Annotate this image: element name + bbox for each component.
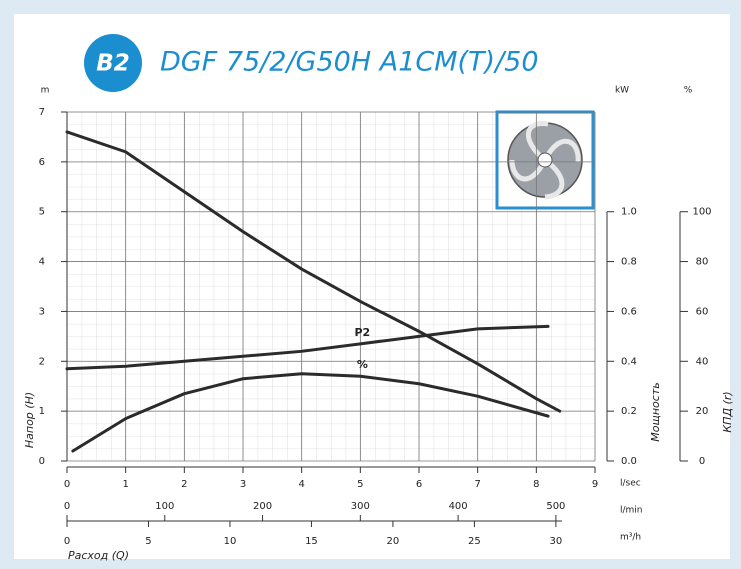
y-tick-label: 4	[39, 257, 45, 268]
x-tick-label: 7	[474, 479, 480, 490]
x3-tick-label: 30	[550, 536, 563, 547]
x-tick-label: 6	[416, 479, 422, 490]
y2-tick-label: 0.6	[621, 306, 637, 317]
x2-tick-label: 500	[546, 501, 565, 512]
x3-unit: m³/h	[620, 533, 641, 543]
x-tick-label: 2	[181, 479, 187, 490]
y3-tick-label: 100	[692, 207, 711, 218]
x2-unit: l/min	[620, 506, 643, 516]
x-tick-label: 8	[533, 479, 539, 490]
y-tick-label: 7	[39, 107, 45, 118]
badge-circle	[84, 34, 142, 92]
y-tick-label: 1	[39, 406, 45, 417]
chart-title: DGF 75/2/G50H A1CM(T)/50	[160, 47, 539, 78]
y2-tick-label: 0.2	[621, 406, 637, 417]
y-tick-label: 3	[39, 306, 45, 317]
y-unit: m	[41, 86, 50, 96]
x-tick-label: 1	[122, 479, 128, 490]
curve-label: %	[357, 358, 368, 371]
x-tick-label: 3	[240, 479, 246, 490]
x3-tick-label: 20	[387, 536, 400, 547]
curve-label: P2	[354, 326, 370, 339]
curve	[65, 130, 562, 413]
y3-tick-label: 40	[696, 356, 709, 367]
impeller-inset	[495, 110, 595, 210]
y2-tick-label: 1.0	[621, 207, 637, 218]
y2-tick-label: 0.8	[621, 257, 637, 268]
y-tick-label: 5	[39, 207, 45, 218]
x3-tick-label: 5	[145, 536, 151, 547]
x3-tick-label: 15	[305, 536, 318, 547]
y2-tick-label: 0.0	[621, 456, 637, 467]
y3-tick-label: 80	[696, 257, 709, 268]
x3-tick-label: 0	[64, 536, 70, 547]
y3-tick-label: 60	[696, 306, 709, 317]
x-tick-label: 9	[592, 479, 598, 490]
x3-tick-label: 25	[468, 536, 481, 547]
y3-label: КПД (r)	[721, 391, 734, 432]
x2-tick-label: 100	[155, 501, 174, 512]
x2-tick-label: 400	[449, 501, 468, 512]
x-tick-label: 0	[64, 479, 70, 490]
y3-tick-label: 0	[699, 456, 705, 467]
y-tick-label: 2	[39, 356, 45, 367]
x-tick-label: 5	[357, 479, 363, 490]
x-unit: l/sec	[620, 479, 641, 489]
badge: B2	[96, 51, 130, 77]
y2-unit: kW	[615, 86, 629, 96]
y3-tick-label: 20	[696, 406, 709, 417]
x-tick-label: 4	[298, 479, 304, 490]
y2-tick-label: 0.4	[621, 356, 637, 367]
y-tick-label: 6	[39, 157, 45, 168]
x2-tick-label: 0	[64, 501, 70, 512]
x2-tick-label: 200	[253, 501, 272, 512]
x-label: Расход (Q)	[68, 549, 129, 562]
y3-unit: %	[684, 86, 693, 96]
y2-label: Мощность	[649, 382, 662, 441]
y-label: Напор (H)	[23, 392, 36, 448]
x2-tick-label: 300	[351, 501, 370, 512]
y-tick-label: 0	[39, 456, 45, 467]
curve	[71, 372, 550, 453]
curve	[65, 324, 550, 371]
x3-tick-label: 10	[224, 536, 237, 547]
